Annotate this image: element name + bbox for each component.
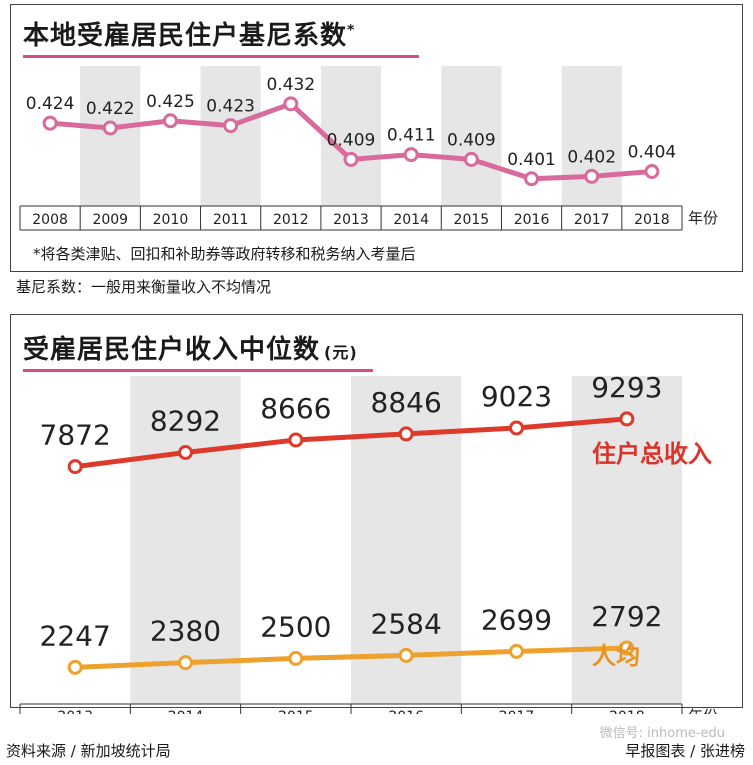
gini-data-label-2016: 0.401 <box>507 150 556 170</box>
gini-band-2009 <box>80 66 141 206</box>
household-data-label-2017: 9023 <box>481 380 552 413</box>
gini-data-label-2010: 0.425 <box>146 92 195 112</box>
gini-x-tick-label-2014: 2014 <box>393 212 429 228</box>
gini-point-2012 <box>283 96 299 112</box>
income-title-underline <box>23 369 373 372</box>
household-data-label-2016: 8846 <box>371 386 442 419</box>
gini-data-label-2009: 0.422 <box>86 99 135 119</box>
gini-x-tick-label-2017: 2017 <box>574 212 610 228</box>
gini-definition-note: 基尼系数：一般用来衡量收入不均情况 <box>16 278 272 296</box>
gini-x-axis-label: 年份 <box>688 209 718 227</box>
per-capita-point-2018 <box>619 640 635 656</box>
gini-point-2018 <box>644 164 660 179</box>
gini-title-text: 本地受雇居民住户基尼系数 <box>23 21 348 51</box>
gini-data-label-2014: 0.411 <box>387 126 436 146</box>
watermark: 微信号: inhome-edu <box>599 726 725 741</box>
gini-point-2016 <box>524 171 540 187</box>
household-point-2014 <box>178 444 193 460</box>
gini-data-label-2018: 0.404 <box>628 143 677 163</box>
gini-x-tick-label-2010: 2010 <box>153 212 189 228</box>
household-point-2016 <box>398 426 414 442</box>
income-unit: (元) <box>324 343 358 362</box>
household-data-label-2013: 7872 <box>40 419 111 452</box>
income-x-tick-label-2017: 2017 <box>499 709 535 714</box>
gini-footnote: *将各类津贴、回扣和补助券等政府转移和税务纳入考量后 <box>33 245 416 263</box>
gini-point-2009 <box>102 120 118 136</box>
gini-band-2017 <box>561 66 622 206</box>
gini-chart: 2008 2009 2010 2011 2012 2013 2014 2015 2016 2017… <box>19 66 718 231</box>
household-point-2013 <box>67 459 83 475</box>
gini-point-2008 <box>42 115 58 131</box>
chart-credit: 早报图表 / 张进榜 <box>625 742 745 760</box>
income-x-tick-label-2015: 2015 <box>278 709 314 714</box>
gini-data-label-2017: 0.402 <box>567 147 616 167</box>
per-capita-data-label-2013: 2247 <box>40 619 111 652</box>
per-capita-data-label-2018: 2792 <box>591 600 662 633</box>
per-capita-series-line <box>75 645 627 670</box>
gini-point-2011 <box>223 118 239 134</box>
gini-data-label-2015: 0.409 <box>447 130 496 150</box>
gini-x-tick-label-2015: 2015 <box>454 212 490 228</box>
household-data-label-2015: 8666 <box>260 392 331 425</box>
household-data-label-2014: 8292 <box>150 404 221 437</box>
per-capita-data-label-2016: 2584 <box>371 607 442 640</box>
gini-band-2013 <box>320 66 382 206</box>
income-title-text: 受雇居民住户收入中位数 <box>23 335 321 365</box>
gini-point-2014 <box>403 147 419 163</box>
gini-band-2015 <box>441 66 502 206</box>
income-x-tick-label-2016: 2016 <box>388 709 424 714</box>
per-capita-data-label-2014: 2380 <box>150 615 221 648</box>
per-capita-data-label-2015: 2500 <box>260 610 331 643</box>
gini-x-tick-label-2011: 2011 <box>213 212 249 228</box>
per-capita-series-label: 人均 <box>592 642 640 670</box>
gini-title: 本地受雇居民住户基尼系数* <box>23 15 355 52</box>
household-point-2017 <box>509 420 524 436</box>
gini-x-tick-label-2016: 2016 <box>514 212 550 228</box>
gini-data-label-2011: 0.423 <box>206 97 255 117</box>
income-x-tick-label-2018: 2018 <box>609 709 645 714</box>
gini-data-label-2008: 0.424 <box>26 94 75 114</box>
income-x-tick-label-2013: 2013 <box>57 709 93 714</box>
gini-x-tick-label-2013: 2013 <box>333 212 369 228</box>
per-capita-point-2014 <box>178 655 193 671</box>
household-point-2018 <box>619 411 635 427</box>
per-capita-point-2017 <box>509 643 524 659</box>
income-chart: 2013 2014 2015 2016 2017 2018 年份 7872 8292 8666 88… <box>19 371 718 714</box>
income-band-2014 <box>130 376 241 704</box>
gini-title-asterisk: * <box>347 22 356 39</box>
per-capita-point-2016 <box>398 647 414 663</box>
per-capita-point-2013 <box>67 659 83 675</box>
gini-data-label-2012: 0.432 <box>266 75 315 95</box>
gini-title-underline <box>23 55 419 58</box>
data-source: 资料来源 / 新加坡统计局 <box>6 742 171 760</box>
household-point-2015 <box>288 432 304 448</box>
per-capita-point-2015 <box>288 650 304 666</box>
gini-band-2011 <box>200 66 261 206</box>
household-series-line <box>74 416 628 470</box>
gini-point-2015 <box>463 151 479 167</box>
gini-x-tick-label-2009: 2009 <box>92 212 128 228</box>
income-x-axis-label: 年份 <box>688 707 718 714</box>
gini-point-2010 <box>162 113 178 129</box>
income-x-tick-label-2014: 2014 <box>168 709 204 714</box>
gini-x-tick-label-2018: 2018 <box>634 212 670 228</box>
gini-point-2017 <box>584 168 600 184</box>
household-data-label-2018: 9293 <box>591 371 662 404</box>
gini-point-2013 <box>343 151 359 167</box>
income-title: 受雇居民住户收入中位数 (元) <box>23 329 358 366</box>
gini-data-label-2013: 0.409 <box>327 130 376 150</box>
gini-x-tick-label-2008: 2008 <box>32 212 68 228</box>
gini-x-tick-label-2012: 2012 <box>273 212 309 228</box>
household-series-label: 住户总收入 <box>592 440 712 468</box>
per-capita-data-label-2017: 2699 <box>481 603 552 636</box>
